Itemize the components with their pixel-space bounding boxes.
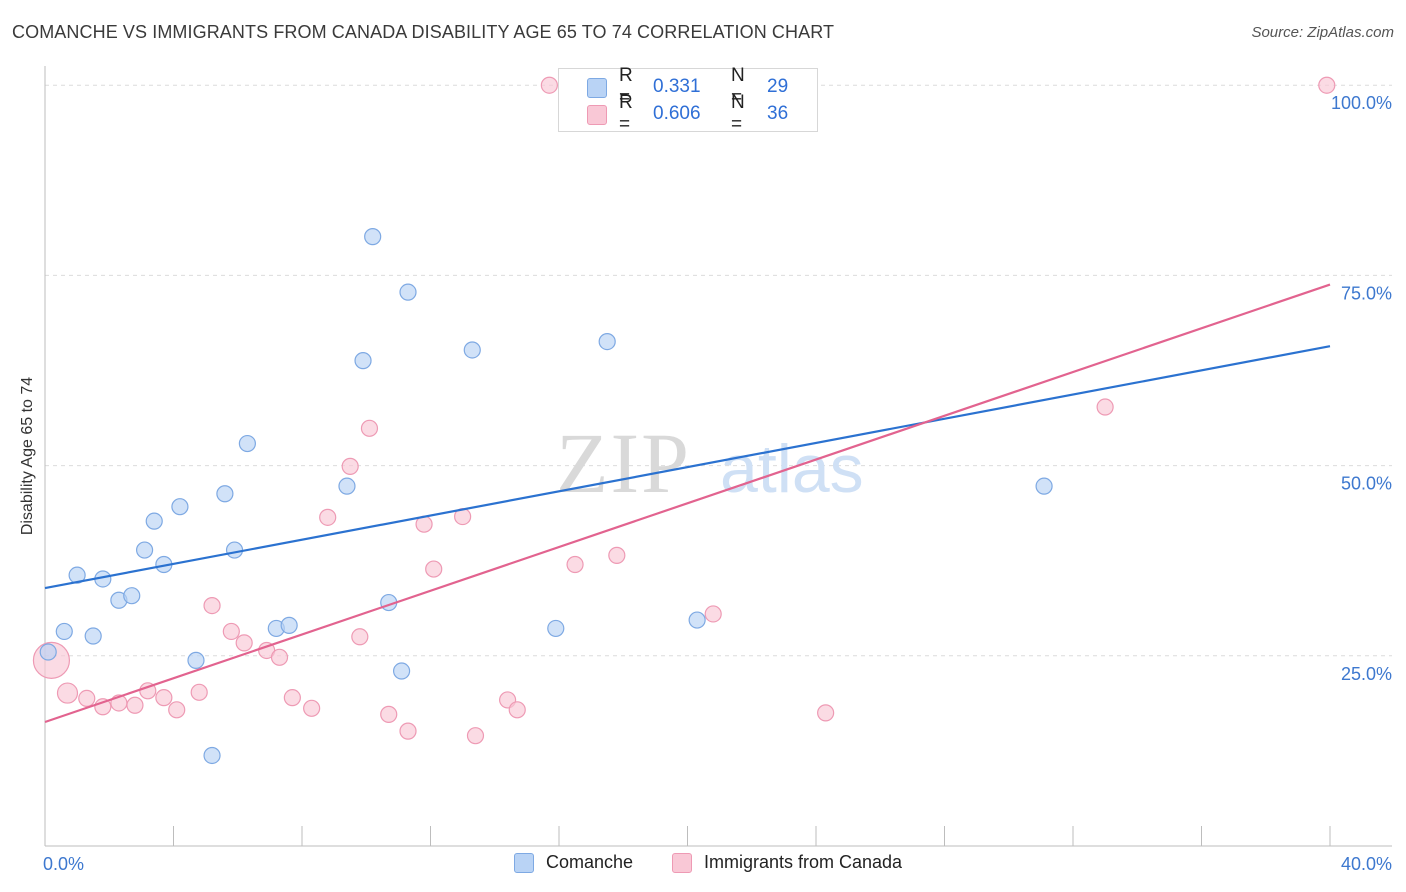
watermark-zip: ZIP	[556, 415, 691, 511]
y-tick-label: 100.0%	[1331, 93, 1392, 113]
legend-swatch-comanche	[587, 78, 607, 98]
source-label: Source: ZipAtlas.com	[1251, 24, 1394, 41]
data-point	[155, 689, 173, 707]
data-point	[399, 283, 417, 301]
x-tick-label: 0.0%	[43, 854, 84, 874]
data-point	[280, 616, 298, 634]
data-point	[84, 627, 102, 645]
data-point	[598, 333, 616, 351]
data-point	[135, 541, 154, 559]
data-point	[341, 457, 359, 475]
data-point	[238, 434, 256, 453]
bottom-legend-label-immigrants: Immigrants from Canada	[704, 852, 903, 872]
data-point	[466, 727, 485, 745]
legend-r-value: 0.331	[653, 76, 701, 97]
legend-r-label: R =	[619, 92, 633, 135]
y-tick-label: 75.0%	[1341, 283, 1392, 303]
data-point	[1096, 398, 1114, 416]
watermark: ZIP atlas	[556, 415, 864, 511]
data-point	[688, 611, 706, 629]
data-point	[360, 419, 379, 437]
legend-r-value: 0.606	[653, 103, 701, 124]
axes	[44, 66, 1392, 847]
data-point	[566, 555, 584, 574]
data-point	[56, 682, 79, 704]
legend-n-value: 36	[767, 103, 789, 124]
data-point	[270, 648, 289, 666]
data-point	[203, 746, 221, 765]
data-point	[39, 643, 57, 661]
legend-r-label: R =	[619, 65, 633, 108]
data-point	[168, 701, 186, 719]
data-point	[608, 546, 626, 564]
data-point	[540, 76, 558, 94]
x-tick-label: 40.0%	[1341, 854, 1392, 874]
series-comanche	[39, 228, 1053, 765]
bottom-legend-comanche: Comanche	[514, 852, 633, 873]
data-point	[354, 352, 372, 370]
data-point	[319, 508, 337, 526]
chart-title: COMANCHE VS IMMIGRANTS FROM CANADA DISAB…	[12, 22, 835, 42]
data-point	[123, 587, 141, 605]
trend-line	[44, 345, 1331, 590]
data-point	[190, 683, 208, 701]
data-point	[351, 628, 369, 646]
data-point	[364, 228, 382, 246]
bottom-legend-immigrants: Immigrants from Canada	[672, 852, 902, 873]
legend-n-label: N =	[731, 92, 745, 135]
data-point	[392, 662, 411, 680]
data-point	[78, 689, 96, 708]
series-immigrants-from-canada	[32, 76, 1336, 745]
gridlines	[45, 84, 1392, 657]
data-point	[425, 560, 443, 578]
data-point	[704, 605, 722, 623]
data-point	[463, 341, 481, 359]
trend-line	[44, 283, 1331, 724]
data-point	[380, 705, 398, 723]
data-point	[225, 541, 244, 559]
bottom-legend-swatch-comanche	[514, 852, 534, 873]
data-point	[222, 622, 240, 641]
legend-n-value: 29	[767, 76, 789, 97]
data-point	[203, 596, 221, 615]
data-point	[1318, 76, 1336, 94]
bottom-legend: Comanche Immigrants from Canada	[0, 852, 1406, 876]
data-point	[171, 498, 189, 516]
y-tick-label: 25.0%	[1341, 664, 1392, 684]
data-point	[283, 689, 301, 707]
legend-n-label: N =	[731, 65, 745, 108]
data-point	[508, 701, 526, 719]
data-point	[547, 619, 565, 638]
data-point	[1035, 477, 1053, 495]
data-point	[126, 696, 144, 714]
y-tick-label: 50.0%	[1341, 474, 1392, 494]
trend-lines	[44, 283, 1331, 724]
legend: R = 0.331 N = 29 R = 0.606 N = 36	[558, 65, 818, 135]
tick-labels: 25.0% 50.0% 75.0% 100.0% 0.0% 40.0%	[43, 93, 1392, 874]
data-point	[817, 704, 835, 722]
data-point	[216, 485, 234, 503]
data-point	[187, 651, 205, 669]
bottom-legend-label-comanche: Comanche	[546, 852, 634, 872]
data-point	[338, 477, 356, 495]
bottom-legend-swatch-immigrants	[672, 852, 692, 873]
watermark-atlas: atlas	[720, 431, 864, 507]
legend-swatch-immigrants	[587, 105, 607, 125]
data-point	[235, 634, 253, 652]
data-point	[145, 512, 163, 530]
data-point	[303, 699, 321, 717]
data-point	[55, 622, 73, 641]
data-point	[399, 722, 417, 740]
